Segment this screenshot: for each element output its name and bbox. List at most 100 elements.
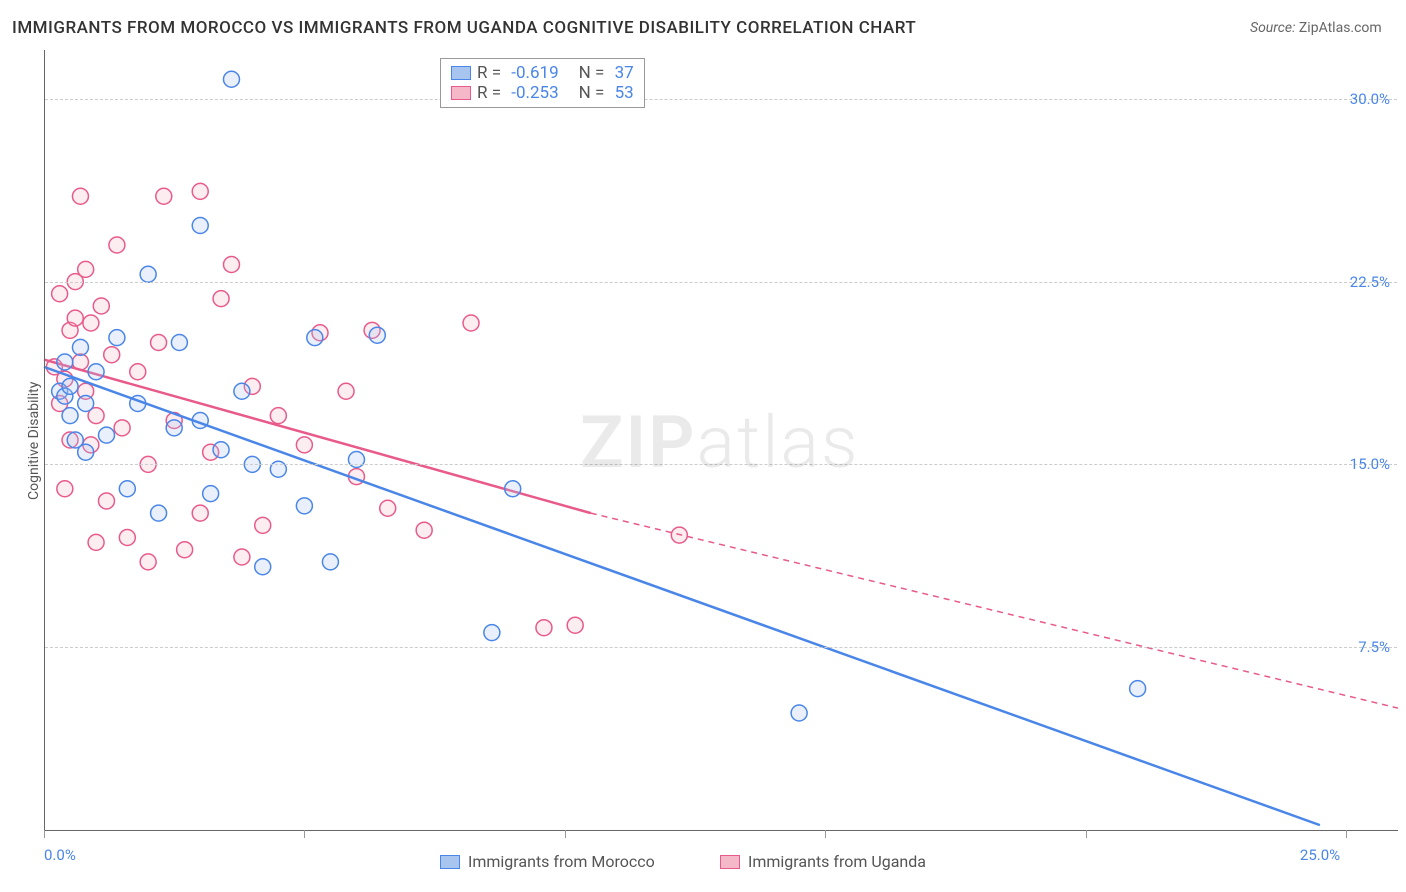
legend-n-value: 53 <box>615 83 634 103</box>
source-value: ZipAtlas.com <box>1299 20 1382 36</box>
data-point-morocco <box>140 266 156 282</box>
data-point-uganda <box>52 286 68 302</box>
data-point-morocco <box>322 554 338 570</box>
y-tick-label: 22.5% <box>1350 273 1390 291</box>
data-point-uganda <box>140 554 156 570</box>
data-point-uganda <box>567 617 583 633</box>
data-point-uganda <box>213 291 229 307</box>
data-point-uganda <box>114 420 130 436</box>
data-point-morocco <box>1130 681 1146 697</box>
gridline <box>45 282 1397 283</box>
data-point-uganda <box>109 237 125 253</box>
data-point-uganda <box>416 522 432 538</box>
data-point-uganda <box>151 335 167 351</box>
data-point-morocco <box>78 444 94 460</box>
data-point-morocco <box>72 339 88 355</box>
data-point-morocco <box>213 442 229 458</box>
swatch-uganda <box>720 855 740 869</box>
x-tick-mark <box>1346 830 1347 838</box>
data-point-uganda <box>93 298 109 314</box>
source-label: Source: <box>1250 20 1295 36</box>
x-tick-label: 25.0% <box>1300 846 1340 864</box>
data-point-morocco <box>369 327 385 343</box>
legend-swatch <box>451 66 471 80</box>
data-point-uganda <box>255 517 271 533</box>
series-legend-uganda: Immigrants from Uganda <box>720 852 926 871</box>
data-point-morocco <box>109 330 125 346</box>
correlation-legend: R = -0.619 N = 37 R = -0.253 N = 53 <box>440 58 645 108</box>
legend-r-value: -0.253 <box>511 83 558 103</box>
source-citation: Source: ZipAtlas.com <box>1250 20 1382 36</box>
y-tick-label: 15.0% <box>1350 455 1390 473</box>
legend-row-uganda: R = -0.253 N = 53 <box>451 83 634 103</box>
y-axis-title: Cognitive Disability <box>26 382 42 500</box>
plot-border-left <box>44 50 45 830</box>
data-point-morocco <box>62 378 78 394</box>
data-point-uganda <box>78 261 94 277</box>
plot-area <box>44 50 1398 830</box>
data-point-morocco <box>484 625 500 641</box>
legend-swatch <box>451 86 471 100</box>
plot-border-bottom <box>44 830 1398 831</box>
x-tick-label: 0.0% <box>44 846 76 864</box>
data-point-uganda <box>192 505 208 521</box>
data-point-uganda <box>380 500 396 516</box>
legend-n-label: N = <box>579 83 609 103</box>
data-point-uganda <box>130 364 146 380</box>
data-point-morocco <box>307 330 323 346</box>
data-point-uganda <box>270 408 286 424</box>
data-point-morocco <box>192 218 208 234</box>
legend-n-label: N = <box>579 63 609 83</box>
data-point-morocco <box>151 505 167 521</box>
trend-line-dash-uganda <box>591 513 1398 708</box>
x-tick-mark <box>825 830 826 838</box>
data-point-morocco <box>98 427 114 443</box>
data-point-morocco <box>171 335 187 351</box>
data-point-uganda <box>119 530 135 546</box>
series-label-uganda: Immigrants from Uganda <box>748 852 926 871</box>
gridline <box>45 99 1397 100</box>
data-point-uganda <box>536 620 552 636</box>
data-point-morocco <box>255 559 271 575</box>
data-point-uganda <box>177 542 193 558</box>
data-point-uganda <box>67 310 83 326</box>
scatter-svg <box>44 50 1398 830</box>
x-tick-mark <box>44 830 45 838</box>
gridline <box>45 647 1397 648</box>
series-label-morocco: Immigrants from Morocco <box>468 852 655 871</box>
chart-title: IMMIGRANTS FROM MOROCCO VS IMMIGRANTS FR… <box>12 18 916 38</box>
y-tick-label: 7.5% <box>1358 638 1390 656</box>
x-tick-mark <box>565 830 566 838</box>
data-point-morocco <box>296 498 312 514</box>
series-legend-morocco: Immigrants from Morocco <box>440 852 655 871</box>
data-point-morocco <box>203 486 219 502</box>
y-tick-label: 30.0% <box>1350 90 1390 108</box>
legend-n-value: 37 <box>615 63 634 83</box>
data-point-uganda <box>88 534 104 550</box>
data-point-uganda <box>223 257 239 273</box>
trend-line-morocco <box>44 367 1320 825</box>
x-tick-mark <box>304 830 305 838</box>
data-point-morocco <box>88 364 104 380</box>
data-point-uganda <box>156 188 172 204</box>
data-point-morocco <box>791 705 807 721</box>
gridline <box>45 464 1397 465</box>
data-point-uganda <box>104 347 120 363</box>
data-point-morocco <box>119 481 135 497</box>
data-point-uganda <box>57 481 73 497</box>
swatch-morocco <box>440 855 460 869</box>
data-point-uganda <box>83 315 99 331</box>
legend-r-label: R = <box>477 63 505 83</box>
data-point-uganda <box>338 383 354 399</box>
legend-row-morocco: R = -0.619 N = 37 <box>451 63 634 83</box>
data-point-uganda <box>296 437 312 453</box>
data-point-morocco <box>234 383 250 399</box>
data-point-uganda <box>234 549 250 565</box>
data-point-uganda <box>463 315 479 331</box>
data-point-uganda <box>72 188 88 204</box>
data-point-morocco <box>62 408 78 424</box>
data-point-uganda <box>192 183 208 199</box>
legend-r-label: R = <box>477 83 505 103</box>
legend-r-value: -0.619 <box>511 63 558 83</box>
data-point-morocco <box>166 420 182 436</box>
